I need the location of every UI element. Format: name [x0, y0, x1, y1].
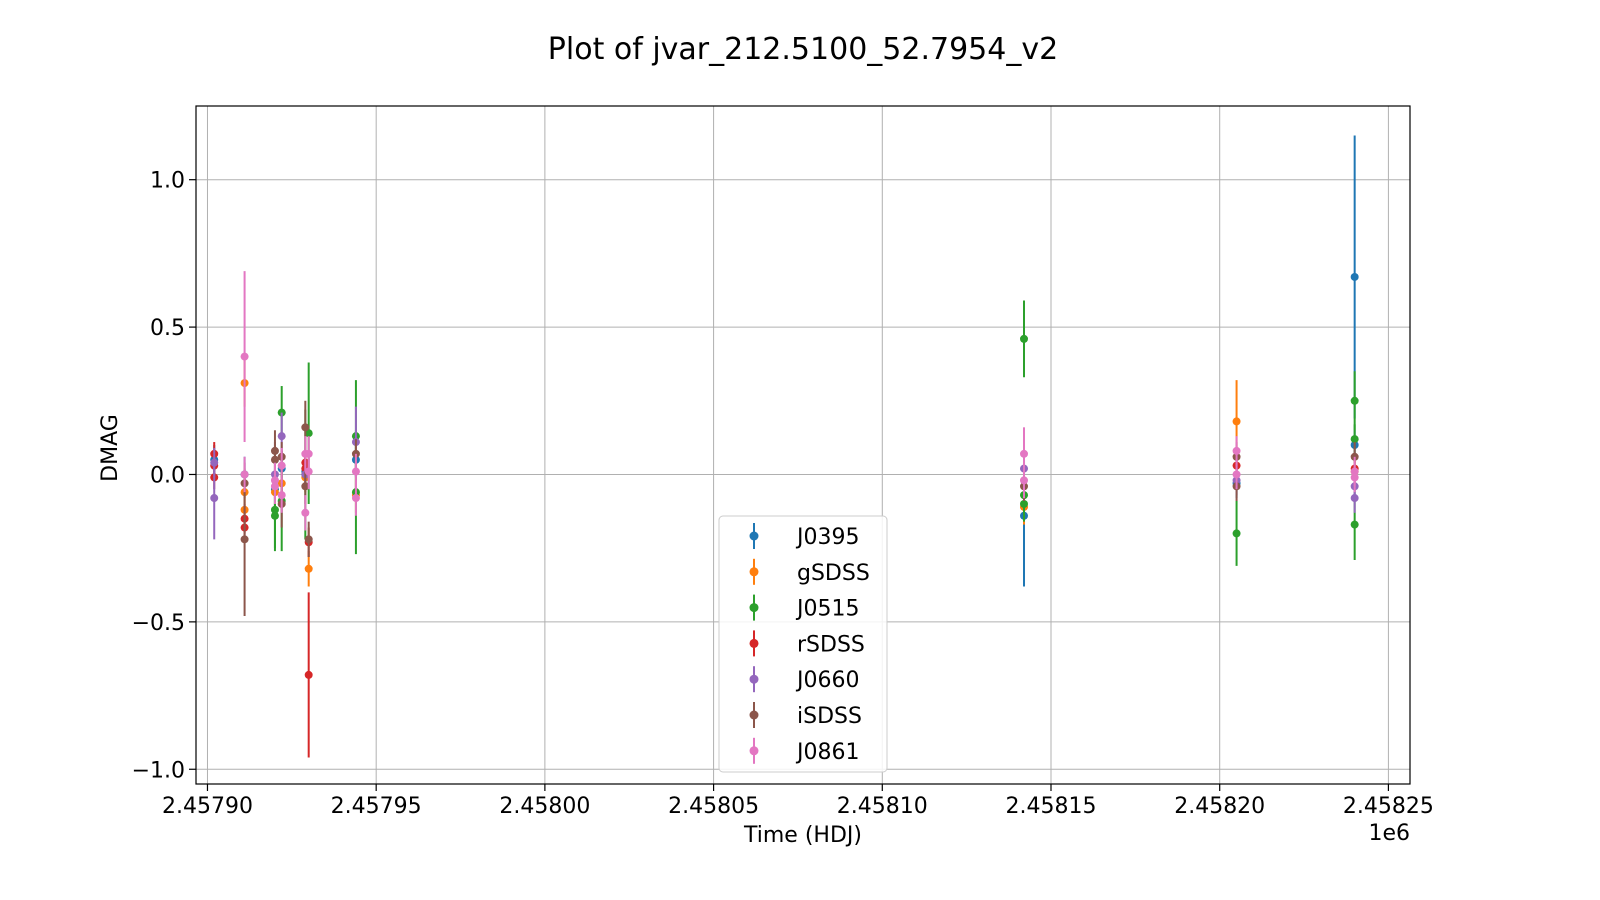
- legend-label: iSDSS: [797, 704, 862, 729]
- data-point: [210, 458, 219, 467]
- data-point: [351, 494, 360, 503]
- data-point: [240, 535, 249, 544]
- legend-item: iSDSS: [749, 702, 862, 729]
- data-point: [1232, 529, 1241, 538]
- data-point: [351, 467, 360, 476]
- x-tick-label: 2.45810: [837, 794, 928, 819]
- y-tick-label: −0.5: [132, 611, 185, 636]
- data-point: [304, 429, 313, 438]
- legend-marker: [749, 674, 759, 684]
- legend-item: J0515: [749, 594, 859, 622]
- axis-ticks: 2.45790 2.45795 2.45800 2.45805 2.45810 2.458…: [132, 169, 1434, 819]
- x-tick-label: 2.45805: [668, 794, 759, 819]
- plot-frame: [195, 105, 1411, 785]
- legend-marker: [749, 710, 759, 720]
- data-point: [277, 461, 286, 470]
- data-point: [301, 423, 310, 432]
- x-axis-label: Time (HDJ): [743, 823, 862, 848]
- data-point: [1350, 272, 1359, 281]
- legend-marker: [749, 531, 759, 541]
- legend: J0395 gSDSS J0515 rSDSS J0660 iSDSS J0861: [718, 515, 888, 773]
- data-point: [304, 564, 313, 573]
- data-point: [1350, 473, 1359, 482]
- data-point: [1232, 470, 1241, 479]
- y-tick-label: 0.5: [150, 316, 185, 341]
- y-tick-label: 1.0: [150, 169, 185, 194]
- data-point: [1020, 476, 1029, 485]
- data-point: [304, 670, 313, 679]
- x-tick-label: 2.45800: [499, 794, 590, 819]
- data-point: [301, 508, 310, 517]
- legend-marker: [749, 638, 759, 648]
- legend-item: rSDSS: [749, 630, 865, 657]
- data-point: [1350, 520, 1359, 529]
- x-tick-label: 2.45820: [1174, 794, 1265, 819]
- data-point: [210, 494, 219, 503]
- data-point: [1020, 499, 1029, 508]
- data-point: [1350, 435, 1359, 444]
- x-tick-label: 2.45825: [1343, 794, 1434, 819]
- data-point: [1232, 417, 1241, 426]
- data-point: [1350, 396, 1359, 405]
- y-axis-label: DMAG: [98, 414, 123, 482]
- data-point: [240, 470, 249, 479]
- chart-title: Plot of jvar_212.5100_52.7954_v2: [548, 32, 1058, 67]
- y-tick-label: 0.0: [150, 463, 185, 488]
- legend-label: gSDSS: [797, 561, 870, 586]
- plot-area: [210, 135, 1359, 758]
- x-tick-label: 2.45790: [162, 794, 253, 819]
- x-tick-label: 2.45815: [1006, 794, 1097, 819]
- legend-frame: [718, 515, 888, 773]
- series-J0861: [240, 271, 1359, 531]
- data-point: [1020, 449, 1029, 458]
- legend-marker: [749, 567, 759, 577]
- x-tick-label: 2.45795: [331, 794, 422, 819]
- legend-label: J0660: [795, 668, 859, 693]
- legend-marker: [749, 746, 759, 756]
- data-point: [1232, 446, 1241, 455]
- data-point: [1020, 334, 1029, 343]
- data-point: [301, 482, 310, 491]
- legend-item: J0660: [749, 666, 859, 693]
- data-point: [270, 482, 279, 491]
- legend-item: J0861: [749, 737, 859, 765]
- legend-label: J0395: [795, 525, 859, 550]
- data-point: [304, 535, 313, 544]
- y-tick-label: −1.0: [132, 758, 185, 783]
- legend-item: J0395: [749, 523, 859, 550]
- data-point: [304, 467, 313, 476]
- data-point: [270, 455, 279, 464]
- legend-label: rSDSS: [797, 632, 865, 657]
- data-point: [270, 511, 279, 520]
- legend-label: J0515: [795, 597, 859, 622]
- data-point: [277, 491, 286, 500]
- x-axis-offset-label: 1e6: [1368, 821, 1410, 846]
- data-point: [240, 352, 249, 361]
- legend-marker: [749, 603, 759, 613]
- legend-label: J0861: [795, 740, 859, 765]
- data-point: [277, 432, 286, 441]
- legend-item: gSDSS: [749, 558, 870, 586]
